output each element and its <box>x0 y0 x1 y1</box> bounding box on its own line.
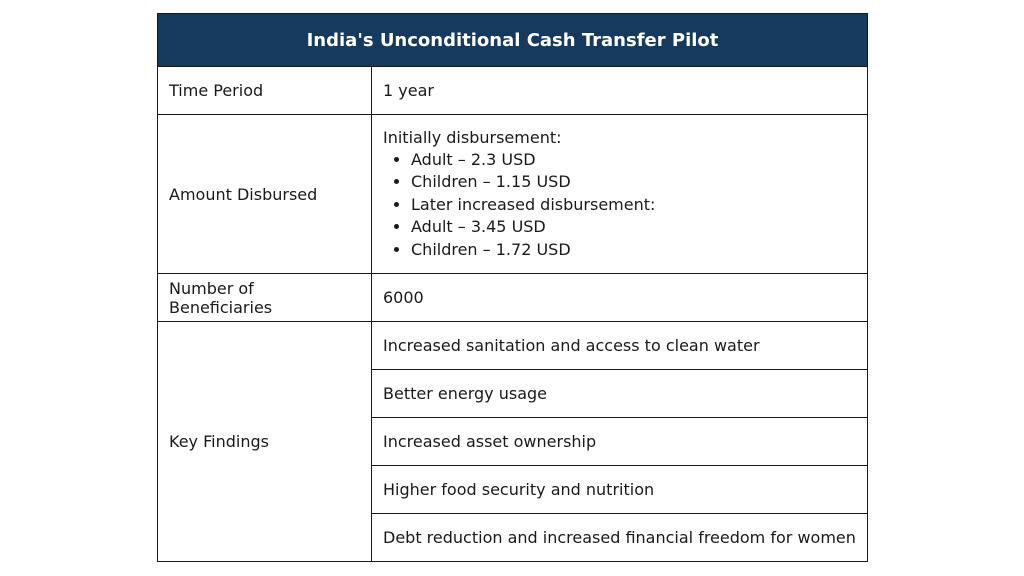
key-finding-item: Increased sanitation and access to clean… <box>371 321 868 370</box>
table-title: India's Unconditional Cash Transfer Pilo… <box>157 13 868 67</box>
table-row-key-finding: Increased asset ownership <box>158 417 868 466</box>
amount-bullet-item: Adult – 2.3 USD <box>411 149 856 172</box>
table-row-key-finding: Debt reduction and increased financial f… <box>158 513 868 562</box>
summary-table-container: India's Unconditional Cash Transfer Pilo… <box>157 13 868 563</box>
cash-transfer-table: India's Unconditional Cash Transfer Pilo… <box>157 13 868 562</box>
amount-bullet-item: Later increased disbursement: <box>411 194 856 217</box>
table-row-beneficiaries: Number of Beneficiaries 6000 <box>157 273 868 322</box>
amount-bullet-item: Adult – 3.45 USD <box>411 216 856 239</box>
key-findings-label: Key Findings <box>157 321 372 562</box>
beneficiaries-value: 6000 <box>371 273 868 322</box>
table-row-key-findings: Key Findings Increased sanitation and ac… <box>157 321 868 562</box>
time-period-label: Time Period <box>157 66 372 115</box>
amount-bullet-list: Adult – 2.3 USD Children – 1.15 USD Late… <box>383 149 856 262</box>
table-header-row: India's Unconditional Cash Transfer Pilo… <box>157 13 868 67</box>
amount-intro-text: Initially disbursement: <box>383 127 562 147</box>
amount-bullet-item: Children – 1.72 USD <box>411 239 856 262</box>
key-finding-item: Higher food security and nutrition <box>371 465 868 514</box>
beneficiaries-label: Number of Beneficiaries <box>157 273 372 322</box>
table-row-time-period: Time Period 1 year <box>157 66 868 115</box>
key-finding-item: Increased asset ownership <box>371 417 868 466</box>
amount-bullet-item: Children – 1.15 USD <box>411 171 856 194</box>
amount-disbursed-label: Amount Disbursed <box>157 114 372 274</box>
key-finding-item: Debt reduction and increased financial f… <box>371 513 868 562</box>
amount-disbursed-value: Initially disbursement: Adult – 2.3 USD … <box>371 114 868 274</box>
table-row-key-finding: Better energy usage <box>158 369 868 418</box>
time-period-value: 1 year <box>371 66 868 115</box>
key-finding-item: Better energy usage <box>371 369 868 418</box>
table-row-amount-disbursed: Amount Disbursed Initially disbursement:… <box>157 114 868 274</box>
